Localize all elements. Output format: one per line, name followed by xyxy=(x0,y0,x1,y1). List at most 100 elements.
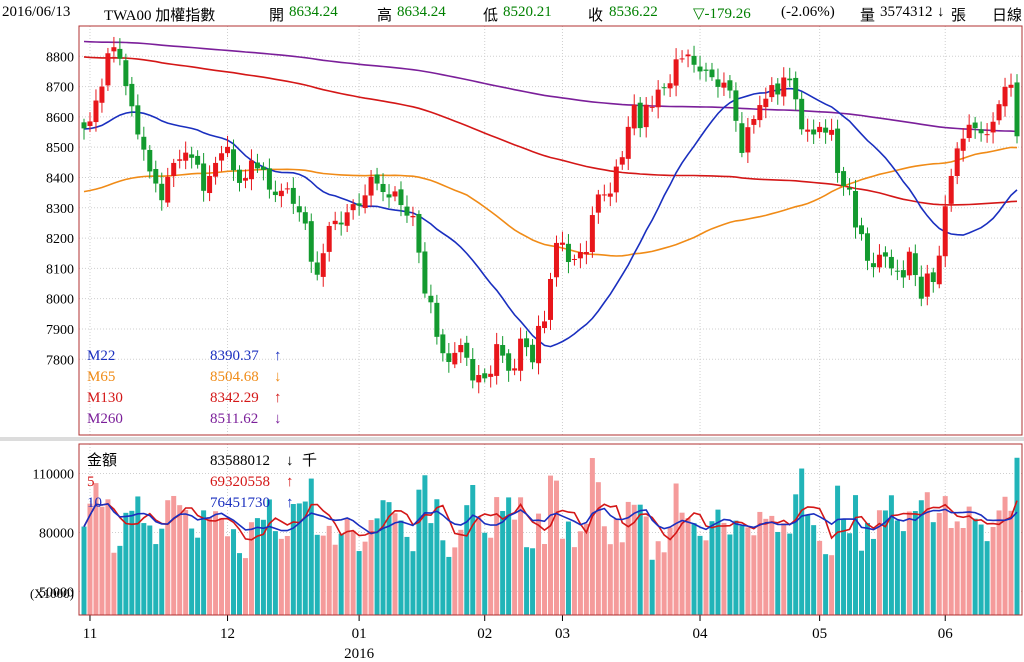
candle-body xyxy=(105,53,111,86)
volume-ma5-line xyxy=(83,500,1018,541)
month-label: 12 xyxy=(220,626,235,642)
change-value: ▽-179.26 xyxy=(693,6,751,22)
candle-body xyxy=(882,252,888,257)
candle-body xyxy=(302,212,308,224)
candle-body xyxy=(763,98,769,108)
period-label: 日線 xyxy=(992,8,1023,24)
low-label: 低 xyxy=(483,8,499,24)
candle-body xyxy=(512,368,518,371)
volume-bar xyxy=(332,544,338,615)
volume-bar xyxy=(308,478,314,615)
month-label: 05 xyxy=(812,626,827,642)
volume-bar xyxy=(841,518,847,615)
volume-bar xyxy=(248,522,254,615)
volume-bar xyxy=(942,496,948,615)
candle-body xyxy=(153,168,159,184)
price-tick-label: 8200 xyxy=(46,232,74,247)
volume-bar xyxy=(1014,457,1020,615)
volume-bar xyxy=(739,525,745,615)
candle-body xyxy=(290,187,296,204)
candle-body xyxy=(673,59,679,86)
volume-bar xyxy=(476,517,482,615)
volume-legend-unit: 千 xyxy=(302,452,317,469)
candle-body xyxy=(619,157,625,165)
volume-bar xyxy=(452,547,458,615)
volume-bar xyxy=(960,527,966,615)
candle-body xyxy=(404,206,410,216)
ma-legend-value: 8342.29 xyxy=(210,390,259,406)
volume-bar xyxy=(966,506,972,615)
candle-body xyxy=(643,104,649,128)
candle-body xyxy=(434,302,440,337)
candle-body xyxy=(1008,84,1014,88)
volume-bar xyxy=(733,520,739,615)
volume-bar xyxy=(362,541,368,615)
volume-bar xyxy=(757,511,763,615)
candle-body xyxy=(225,146,231,154)
volume-bar xyxy=(524,547,530,615)
volume-bar xyxy=(930,522,936,615)
month-label: 03 xyxy=(555,626,570,642)
volume-bar xyxy=(201,510,207,615)
candle-body xyxy=(536,325,542,364)
volume-bar xyxy=(936,512,942,615)
volume-bar xyxy=(888,495,894,615)
volume-bar xyxy=(553,480,559,615)
volume-bar xyxy=(864,522,870,615)
candle-body xyxy=(147,149,153,172)
candle-body xyxy=(954,148,960,177)
month-label: 04 xyxy=(693,626,709,642)
volume-bar xyxy=(775,531,781,615)
candle-body xyxy=(571,258,577,260)
volume-bar xyxy=(159,528,165,615)
candle-body xyxy=(296,206,302,213)
volume-bar xyxy=(464,505,470,615)
candle-body xyxy=(207,175,213,194)
candle-body xyxy=(996,104,1002,121)
candle-body xyxy=(165,176,171,203)
candle-body xyxy=(368,176,374,196)
volume-bar xyxy=(290,504,296,615)
candle-body xyxy=(386,194,392,198)
volume-bar xyxy=(984,541,990,615)
volume-bar xyxy=(793,494,799,615)
price-tick-label: 8800 xyxy=(46,50,74,65)
candle-body xyxy=(631,104,637,129)
volume-bar xyxy=(530,548,536,615)
volume-bar xyxy=(667,527,673,615)
volume-bar xyxy=(691,523,697,615)
candle-body xyxy=(960,138,966,151)
candle-body xyxy=(625,126,631,159)
candle-body xyxy=(135,105,141,135)
volume-legend-name: 5 xyxy=(87,474,95,490)
volume-bar xyxy=(589,458,595,615)
low-value: 8520.21 xyxy=(503,4,552,20)
volume-bar xyxy=(207,517,213,615)
volume-legend-value: 83588012 xyxy=(210,453,270,469)
volume-ma10-line xyxy=(83,503,1018,535)
price-tick-label: 8300 xyxy=(46,202,74,217)
volume-bar xyxy=(177,505,183,615)
volume-legend-value: 69320558 xyxy=(210,474,270,490)
candle-body xyxy=(320,253,326,277)
panel-separator xyxy=(0,437,1024,441)
volume-bar xyxy=(781,523,787,615)
candle-body xyxy=(177,159,183,161)
volume-bar xyxy=(242,558,248,615)
volume-bar xyxy=(135,496,141,615)
volume-bar xyxy=(368,520,374,615)
candle-body xyxy=(990,121,996,133)
candle-body xyxy=(488,373,494,377)
volume-bar xyxy=(344,517,350,615)
volume-bar xyxy=(219,517,225,615)
open-value: 8634.24 xyxy=(289,4,338,20)
price-tick-label: 8500 xyxy=(46,141,74,156)
candle-body xyxy=(416,213,422,253)
volume-legend-name: 10 xyxy=(87,495,102,511)
candle-body xyxy=(482,373,488,379)
month-label: 01 xyxy=(352,626,367,642)
symbol-name: TWA00 加權指數 xyxy=(104,8,216,24)
candle-body xyxy=(978,129,984,134)
ma-legend-arrow: ↓ xyxy=(274,411,282,427)
volume-bar xyxy=(470,485,476,615)
